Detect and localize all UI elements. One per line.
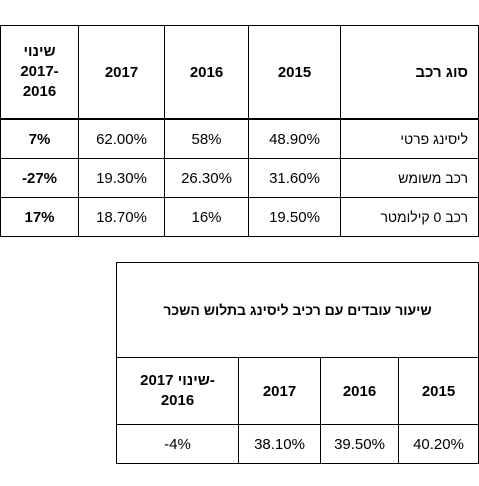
header-change: שינוי 2017- 2016 xyxy=(0,25,79,120)
change-cell: -4% xyxy=(116,424,239,464)
value-2016-cell: 58% xyxy=(164,118,249,159)
header-2017: 2017 xyxy=(238,357,321,425)
value-2017-cell: 19.30% xyxy=(78,158,165,198)
leasing-table-header-row: שינוי 2017- 2016 2017 2016 2015 xyxy=(116,357,479,425)
leasing-employees-table: שיעור עובדים עם רכיב ליסינג בתלוש השכר ש… xyxy=(116,262,479,464)
vehicle-type-table: שינוי 2017- 2016 2017 2016 2015 סוג רכב … xyxy=(0,25,479,237)
header-change-line2: 2017- xyxy=(20,63,59,80)
value-2016-cell: 16% xyxy=(164,197,249,237)
value-2015-cell: 40.20% xyxy=(398,424,479,464)
value-2015-cell: 19.50% xyxy=(248,197,341,237)
vehicle-table-header-row: שינוי 2017- 2016 2017 2016 2015 סוג רכב xyxy=(0,25,479,120)
value-2017-cell: 18.70% xyxy=(78,197,165,237)
header-vehicle-type: סוג רכב xyxy=(340,25,479,120)
vehicle-type-cell: ליסינג פרטי xyxy=(340,118,479,159)
table-row: -4% 38.10% 39.50% 40.20% xyxy=(116,424,479,464)
value-2015-cell: 48.90% xyxy=(248,118,341,159)
header-change-line1: שינוי xyxy=(23,43,56,60)
table-row: -27% 19.30% 26.30% 31.60% רכב משומש xyxy=(0,158,479,198)
change-cell: 17% xyxy=(0,197,79,237)
header-change-line3: 2016 xyxy=(22,83,57,100)
vehicle-type-cell: רכב משומש xyxy=(340,158,479,198)
table-row: 17% 18.70% 16% 19.50% רכב 0 קילומטר xyxy=(0,197,479,237)
table-row: 7% 62.00% 58% 48.90% ליסינג פרטי xyxy=(0,118,479,159)
change-cell: 7% xyxy=(0,118,79,159)
header-change-line2: 2016 xyxy=(160,392,195,409)
header-2015: 2015 xyxy=(398,357,479,425)
header-change-line1: שינוי 2017- xyxy=(140,372,215,389)
leasing-table-title-row: שיעור עובדים עם רכיב ליסינג בתלוש השכר xyxy=(116,262,479,358)
value-2016-cell: 26.30% xyxy=(164,158,249,198)
change-cell: -27% xyxy=(0,158,79,198)
leasing-table-title: שיעור עובדים עם רכיב ליסינג בתלוש השכר xyxy=(116,262,479,358)
header-2017: 2017 xyxy=(78,25,165,120)
vehicle-type-cell: רכב 0 קילומטר xyxy=(340,197,479,237)
value-2017-cell: 62.00% xyxy=(78,118,165,159)
header-change: שינוי 2017- 2016 xyxy=(116,357,239,425)
header-2016: 2016 xyxy=(164,25,249,120)
value-2015-cell: 31.60% xyxy=(248,158,341,198)
header-2015: 2015 xyxy=(248,25,341,120)
value-2017-cell: 38.10% xyxy=(238,424,321,464)
value-2016-cell: 39.50% xyxy=(320,424,399,464)
header-2016: 2016 xyxy=(320,357,399,425)
